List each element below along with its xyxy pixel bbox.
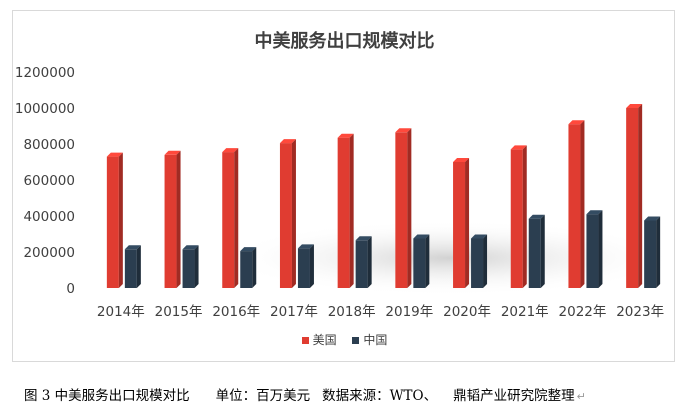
x-tick-label: 2014年 bbox=[97, 304, 145, 320]
bar-china-2020年 bbox=[471, 234, 488, 288]
bar-china-2019年 bbox=[413, 234, 430, 288]
bar-us-2015年 bbox=[164, 150, 181, 288]
chart-title: 中美服务出口规模对比 bbox=[254, 31, 435, 52]
legend-swatch-china bbox=[352, 337, 360, 344]
legend-label-us: 美国 bbox=[312, 333, 337, 347]
caption-org: 鼎韬产业研究院整理 bbox=[453, 388, 575, 404]
x-tick-label: 2022年 bbox=[559, 304, 607, 320]
figure-caption: 图 3 中美服务出口规模对比 单位：百万美元 数据来源：WTO、 鼎韬产业研究院整理 ↵ bbox=[24, 384, 689, 404]
x-tick-label: 2016年 bbox=[212, 304, 260, 320]
x-tick-label: 2018年 bbox=[328, 304, 376, 320]
caption-unit: 单位：百万美元 bbox=[215, 388, 311, 404]
legend: 美国 中国 bbox=[13, 331, 676, 348]
bar-us-2021年 bbox=[510, 145, 527, 288]
bar-us-2020年 bbox=[453, 158, 470, 288]
bar-china-2021年 bbox=[528, 214, 545, 288]
bar-china-2016年 bbox=[240, 247, 257, 288]
bar-china-2023年 bbox=[644, 216, 661, 288]
y-tick-label: 200000 bbox=[23, 245, 75, 261]
floor-shadow bbox=[219, 220, 676, 296]
x-tick-label: 2015年 bbox=[155, 304, 203, 320]
bar-us-2018年 bbox=[337, 133, 354, 288]
legend-swatch-us bbox=[301, 337, 309, 344]
y-tick-label: 0 bbox=[66, 281, 75, 297]
legend-item-us: 美国 bbox=[301, 331, 337, 348]
caption-source: 数据来源：WTO、 bbox=[322, 388, 438, 404]
caption-figure-title: 图 3 中美服务出口规模对比 bbox=[24, 388, 190, 404]
y-tick-label: 1000000 bbox=[15, 101, 75, 117]
bar-us-2016年 bbox=[222, 148, 239, 288]
x-tick-label: 2021年 bbox=[501, 304, 549, 320]
bar-china-2018年 bbox=[355, 236, 372, 288]
paragraph-mark-icon: ↵ bbox=[576, 390, 586, 403]
bar-china-2015年 bbox=[182, 245, 199, 288]
y-tick-label: 400000 bbox=[23, 209, 75, 225]
y-tick-label: 800000 bbox=[23, 137, 75, 153]
y-tick-label: 600000 bbox=[23, 173, 75, 189]
x-tick-label: 2020年 bbox=[443, 304, 491, 320]
bar-us-2022年 bbox=[568, 120, 585, 288]
bar-china-2014年 bbox=[124, 245, 141, 288]
chart-frame: 0 200000 400000 600000 800000 1000000 1200000 … bbox=[12, 10, 676, 362]
legend-label-china: 中国 bbox=[363, 333, 388, 347]
bar-china-2017年 bbox=[297, 244, 314, 288]
y-tick-label: 1200000 bbox=[15, 65, 75, 81]
bar-china-2022年 bbox=[586, 210, 603, 288]
x-tick-label: 2023年 bbox=[616, 304, 664, 320]
x-tick-label: 2019年 bbox=[385, 304, 433, 320]
legend-item-china: 中国 bbox=[352, 331, 387, 348]
chart-plot: 020000040000060000080000010000001200000 … bbox=[15, 65, 676, 320]
bar-us-2023年 bbox=[626, 104, 643, 288]
x-tick-label: 2017年 bbox=[270, 304, 318, 320]
bar-us-2019年 bbox=[395, 128, 412, 288]
bar-us-2014年 bbox=[106, 152, 123, 288]
bar-us-2017年 bbox=[279, 139, 296, 288]
